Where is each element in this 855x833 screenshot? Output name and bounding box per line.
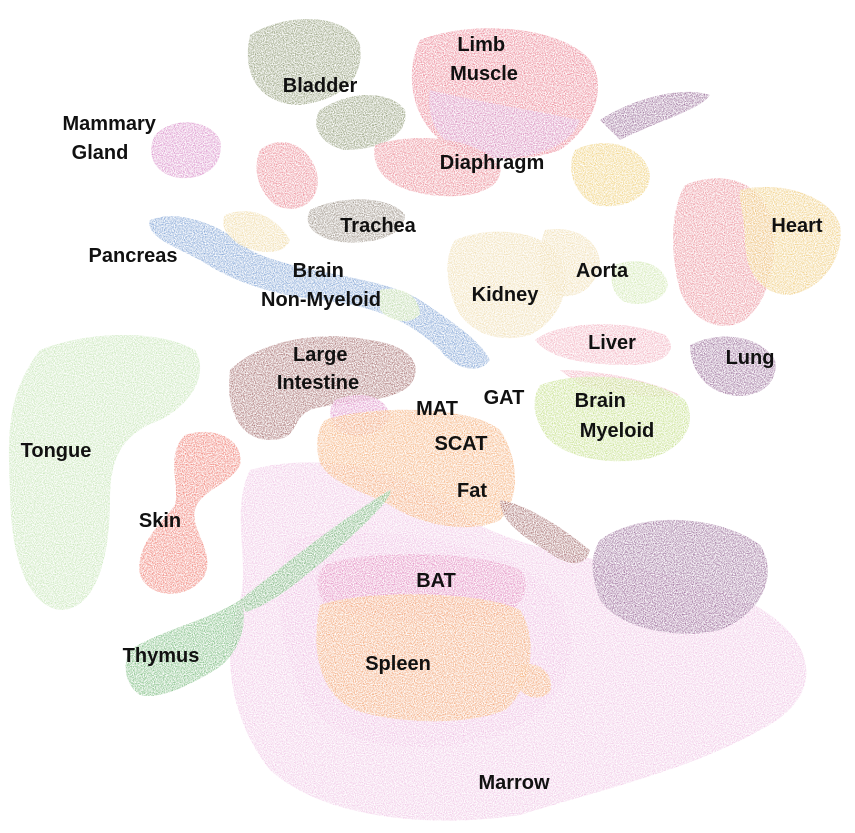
label-mammary-gland: Mammary Gland <box>63 113 162 164</box>
label-spleen: Spleen <box>365 653 431 675</box>
label-bat: BAT <box>416 570 456 592</box>
label-heart: Heart <box>771 215 822 237</box>
label-scat: SCAT <box>435 433 488 455</box>
thymus-streak <box>240 490 391 612</box>
label-mat: MAT <box>416 398 458 420</box>
kidney-cluster <box>447 231 566 339</box>
label-kidney: Kidney <box>472 284 540 306</box>
label-thymus: Thymus <box>123 645 200 667</box>
bladder-cluster-b <box>316 95 406 150</box>
diaphragm-gold-cluster <box>571 143 650 207</box>
limb-muscle-tail <box>600 91 710 140</box>
trachea-red-cluster <box>256 141 318 209</box>
label-diaphragm: Diaphragm <box>440 152 544 174</box>
liver-cluster <box>535 324 671 365</box>
label-large-intestine: Large Intestine <box>277 344 359 394</box>
spleen-satellite <box>518 664 551 698</box>
diaphragm-cluster <box>374 137 501 197</box>
heart-gold-cluster <box>739 186 841 295</box>
label-trachea: Trachea <box>340 215 416 237</box>
label-aorta: Aorta <box>576 260 629 282</box>
label-marrow: Marrow <box>478 772 550 794</box>
bladder-cluster <box>247 18 361 105</box>
skin-cluster <box>139 431 241 594</box>
label-limb-muscle: Limb Muscle <box>450 34 518 85</box>
lung-cluster <box>690 336 776 396</box>
aorta-cluster <box>611 261 668 305</box>
label-fat: Fat <box>457 480 487 502</box>
brain-non-myeloid-cluster-b <box>380 288 420 322</box>
cluster-layer <box>8 18 841 821</box>
brain-myeloid-cluster <box>534 376 690 462</box>
tongue-cluster <box>8 335 201 610</box>
label-lung: Lung <box>726 347 775 369</box>
limb-muscle-cluster-b <box>429 90 580 159</box>
label-brain-non-myeloid: Brain Non-Myeloid <box>261 260 381 311</box>
tissue-labels: Limb Muscle Bladder Mammary Gland Diaphr… <box>21 34 823 794</box>
label-bladder: Bladder <box>283 75 358 97</box>
mammary-gland-cluster <box>151 122 221 179</box>
spleen-cluster <box>316 594 531 722</box>
pancreas-cluster <box>149 216 490 369</box>
thymus-cluster <box>125 600 244 696</box>
purple-cluster <box>592 519 768 634</box>
fat-cluster <box>317 409 515 528</box>
label-skin: Skin <box>139 510 181 532</box>
label-gat: GAT <box>484 387 525 409</box>
brain-non-myeloid-cluster <box>223 211 290 252</box>
label-pancreas: Pancreas <box>89 245 178 267</box>
label-tongue: Tongue <box>21 440 92 462</box>
large-intestine-cluster <box>229 336 416 440</box>
label-liver: Liver <box>588 332 636 354</box>
trachea-cluster <box>307 199 405 243</box>
kidney-cluster-b <box>539 229 600 297</box>
label-brain-myeloid: Brain Myeloid <box>575 390 655 442</box>
fat-tail <box>500 500 590 564</box>
